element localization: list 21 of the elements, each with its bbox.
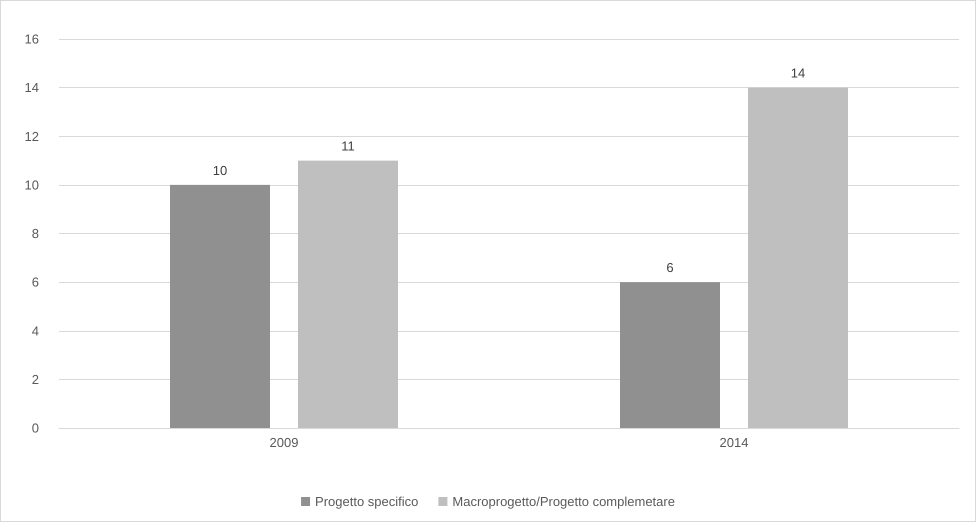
- y-tick-label: 16: [24, 32, 39, 46]
- bar: [298, 160, 398, 428]
- data-label: 6: [666, 260, 674, 276]
- y-tick-label: 4: [32, 323, 39, 338]
- y-tick-label: 12: [24, 128, 39, 144]
- bar: [748, 88, 848, 428]
- y-tick-label: 14: [24, 80, 39, 96]
- y-tick-label: 2: [32, 372, 39, 387]
- data-label: 11: [341, 138, 355, 154]
- y-tick-label: 6: [32, 274, 39, 290]
- legend-label: Macroprogetto/Progetto complemetare: [452, 494, 675, 509]
- y-tick-label: 0: [32, 420, 39, 436]
- y-tick-label: 8: [32, 226, 39, 241]
- x-tick-label: 2009: [270, 435, 298, 450]
- y-tick-label: 10: [24, 177, 39, 192]
- data-label: 10: [212, 162, 228, 178]
- legend-label: Progetto specifico: [315, 494, 418, 509]
- bar: [620, 282, 720, 428]
- x-tick-label: 2014: [720, 435, 748, 450]
- data-label: 14: [790, 66, 806, 81]
- bar: [170, 184, 270, 428]
